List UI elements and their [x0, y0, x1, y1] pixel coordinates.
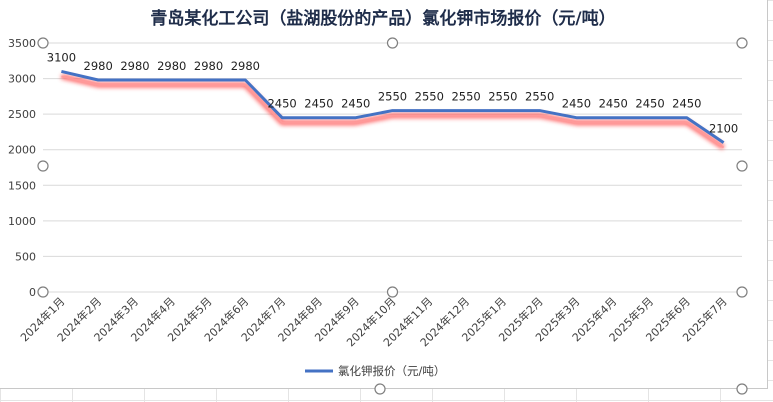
resize-handle[interactable] [374, 383, 386, 395]
series-lines [60, 69, 726, 150]
legend: 氯化钾报价（元/吨） [305, 364, 445, 378]
data-label: 2450 [341, 97, 370, 111]
data-labels: 3100 2980 2980 2980 2980 2980 2450 2450 2450 2550… [47, 50, 738, 135]
legend-label: 氯化钾报价（元/吨） [338, 364, 445, 378]
resize-handle[interactable] [37, 37, 49, 49]
chart-area[interactable] [0, 0, 768, 389]
resize-handle[interactable] [736, 160, 748, 172]
data-label: 2980 [120, 59, 149, 73]
resize-handle[interactable] [37, 160, 49, 172]
data-label: 2450 [304, 97, 333, 111]
series-line-glow-core [61, 75, 725, 149]
y-axis: 0 500 1000 1500 2000 2500 3000 3500 [8, 37, 36, 299]
data-label: 2450 [672, 97, 701, 111]
data-label: 2450 [267, 97, 296, 111]
y-tick-label: 1500 [8, 179, 36, 192]
chart-title: 青岛某化工公司（盐湖股份的产品）氯化钾市场报价（元/吨） [150, 8, 615, 29]
data-label: 2550 [451, 90, 480, 104]
data-label: 2980 [231, 59, 260, 73]
data-label: 2550 [378, 90, 407, 104]
y-tick-label: 3000 [8, 73, 36, 86]
data-label: 2450 [635, 97, 664, 111]
y-tick-label: 1000 [8, 215, 36, 228]
resize-handle[interactable] [736, 286, 748, 298]
data-label: 2550 [488, 90, 517, 104]
resize-handle[interactable] [736, 383, 748, 395]
data-label: 2980 [84, 59, 113, 73]
selection-handles[interactable] [37, 37, 748, 395]
data-label: 2450 [562, 97, 591, 111]
data-label: 2980 [194, 59, 223, 73]
y-tick-label: 2500 [8, 108, 36, 121]
resize-handle[interactable] [386, 286, 399, 298]
data-label: 2980 [157, 59, 186, 73]
resize-handle[interactable] [37, 286, 49, 298]
data-label: 2550 [525, 90, 554, 104]
y-tick-label: 500 [15, 250, 36, 263]
x-axis: 2024年1月2024年2月2024年3月2024年4月2024年5月2024年… [17, 294, 729, 349]
y-tick-label: 3500 [8, 37, 36, 50]
y-tick-label: 2000 [8, 144, 36, 157]
data-label: 2550 [415, 90, 444, 104]
data-label: 2450 [599, 97, 628, 111]
resize-handle[interactable] [736, 37, 748, 49]
data-label: 2100 [709, 122, 738, 136]
y-tick-label: 0 [29, 286, 36, 299]
data-label: 3100 [47, 50, 76, 64]
resize-handle[interactable] [386, 37, 399, 49]
